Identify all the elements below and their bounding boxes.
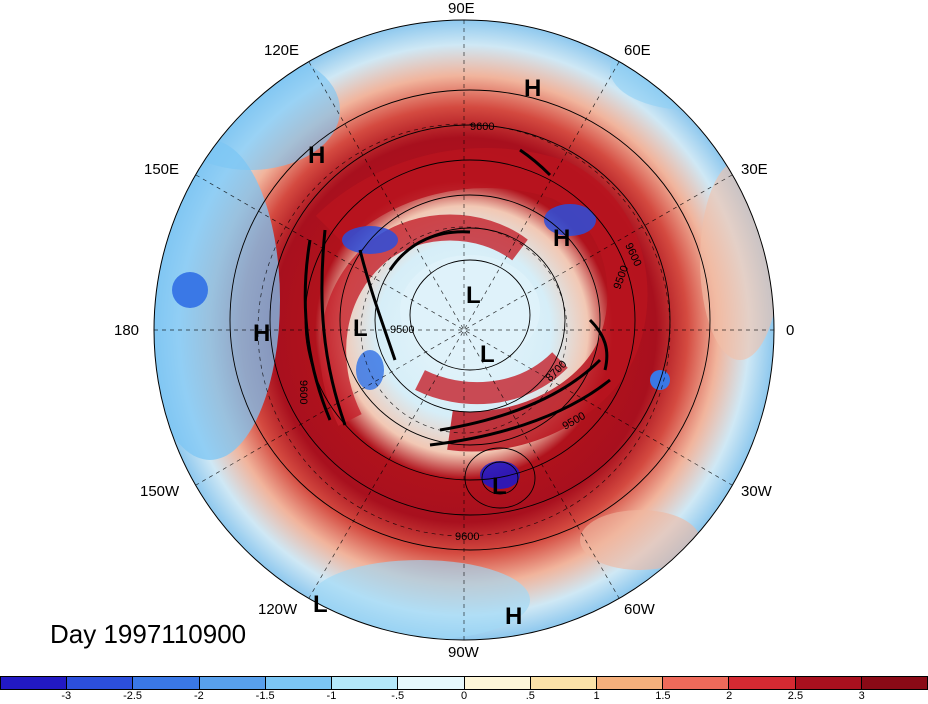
colorbar-tick-label: -.5: [391, 690, 405, 702]
colorbar-cell: [464, 677, 531, 689]
low-pressure-marker: L: [313, 591, 328, 618]
pressure-markers: H H H H L L L L L H: [253, 75, 570, 630]
colorbar-tick-label: -1.5: [255, 690, 275, 702]
longitude-label: 90W: [448, 644, 480, 661]
colorbar-cell: [199, 677, 266, 689]
colorbar-cell: [332, 677, 399, 689]
colorbar-tick-label: .5: [525, 690, 535, 702]
map-border: [153, 19, 775, 641]
high-pressure-marker: H: [308, 142, 325, 169]
high-pressure-marker: H: [505, 603, 522, 630]
contour-label: 9600: [297, 380, 309, 404]
longitude-label: 30W: [741, 483, 773, 500]
colorbar-cell: [133, 677, 200, 689]
low-pressure-marker: L: [466, 282, 481, 309]
polar-map: 9600 9600 9600 9500 8700 9500 9500 9600 …: [114, 0, 794, 661]
low-pressure-marker: L: [480, 341, 495, 368]
low-pressure-marker: L: [492, 473, 507, 500]
colorbar-tick-label: -1: [326, 690, 337, 702]
colorbar-cell: [1, 677, 68, 689]
date-title: Day 1997110900: [50, 619, 247, 649]
colorbar-tick-label: -2: [193, 690, 204, 702]
colorbar-cell: [795, 677, 862, 689]
longitude-label: 30E: [741, 161, 768, 178]
low-pressure-marker: L: [353, 315, 368, 342]
colorbar-tick-label: 3: [858, 690, 865, 702]
contour-label: 9600: [470, 121, 494, 133]
colorbar-tick-label: 1: [593, 690, 600, 702]
longitude-label: 60E: [624, 42, 651, 59]
colorbar-tick-label: -2.5: [123, 690, 143, 702]
jet-contours: [303, 148, 611, 447]
contour-label: 9600: [455, 531, 479, 543]
colorbar-cell: [265, 677, 333, 689]
colorbar-cell: [398, 677, 465, 689]
colorbar-cell: [861, 677, 928, 689]
colorbar-tick-labels: -3 -2.5 -2 -1.5 -1 -.5 0 .5 1 1.5 2 2.5 3: [0, 690, 928, 704]
high-pressure-marker: H: [553, 225, 570, 252]
high-pressure-marker: H: [524, 75, 541, 102]
colorbar: [0, 676, 928, 690]
colorbar-tick-label: 1.5: [655, 690, 671, 702]
longitude-label: 120E: [264, 42, 299, 59]
longitude-label: 60W: [624, 601, 656, 618]
colorbar-tick-label: -3: [61, 690, 72, 702]
contour-label: 9500: [390, 324, 414, 336]
longitude-label: 90E: [448, 0, 475, 17]
colorbar-cell: [530, 677, 597, 689]
longitude-label: 150E: [144, 161, 179, 178]
colorbar-cell: [596, 677, 664, 689]
longitude-label: 180: [114, 322, 139, 339]
longitude-labels: 90E 60E 30E 0 30W 60W 90W 120W 150W 180 …: [114, 0, 794, 661]
colorbar-cell: [67, 677, 134, 689]
colorbar-tick-label: 2.5: [787, 690, 804, 702]
longitude-label: 0: [786, 322, 794, 339]
colorbar-tick-label: 0: [460, 690, 468, 702]
high-pressure-marker: H: [253, 320, 270, 347]
colorbar-cell: [663, 677, 730, 689]
colorbar-tick-label: 2: [726, 690, 733, 702]
colorbar-cell: [729, 677, 796, 689]
longitude-label: 150W: [140, 483, 180, 500]
longitude-label: 120W: [258, 601, 298, 618]
